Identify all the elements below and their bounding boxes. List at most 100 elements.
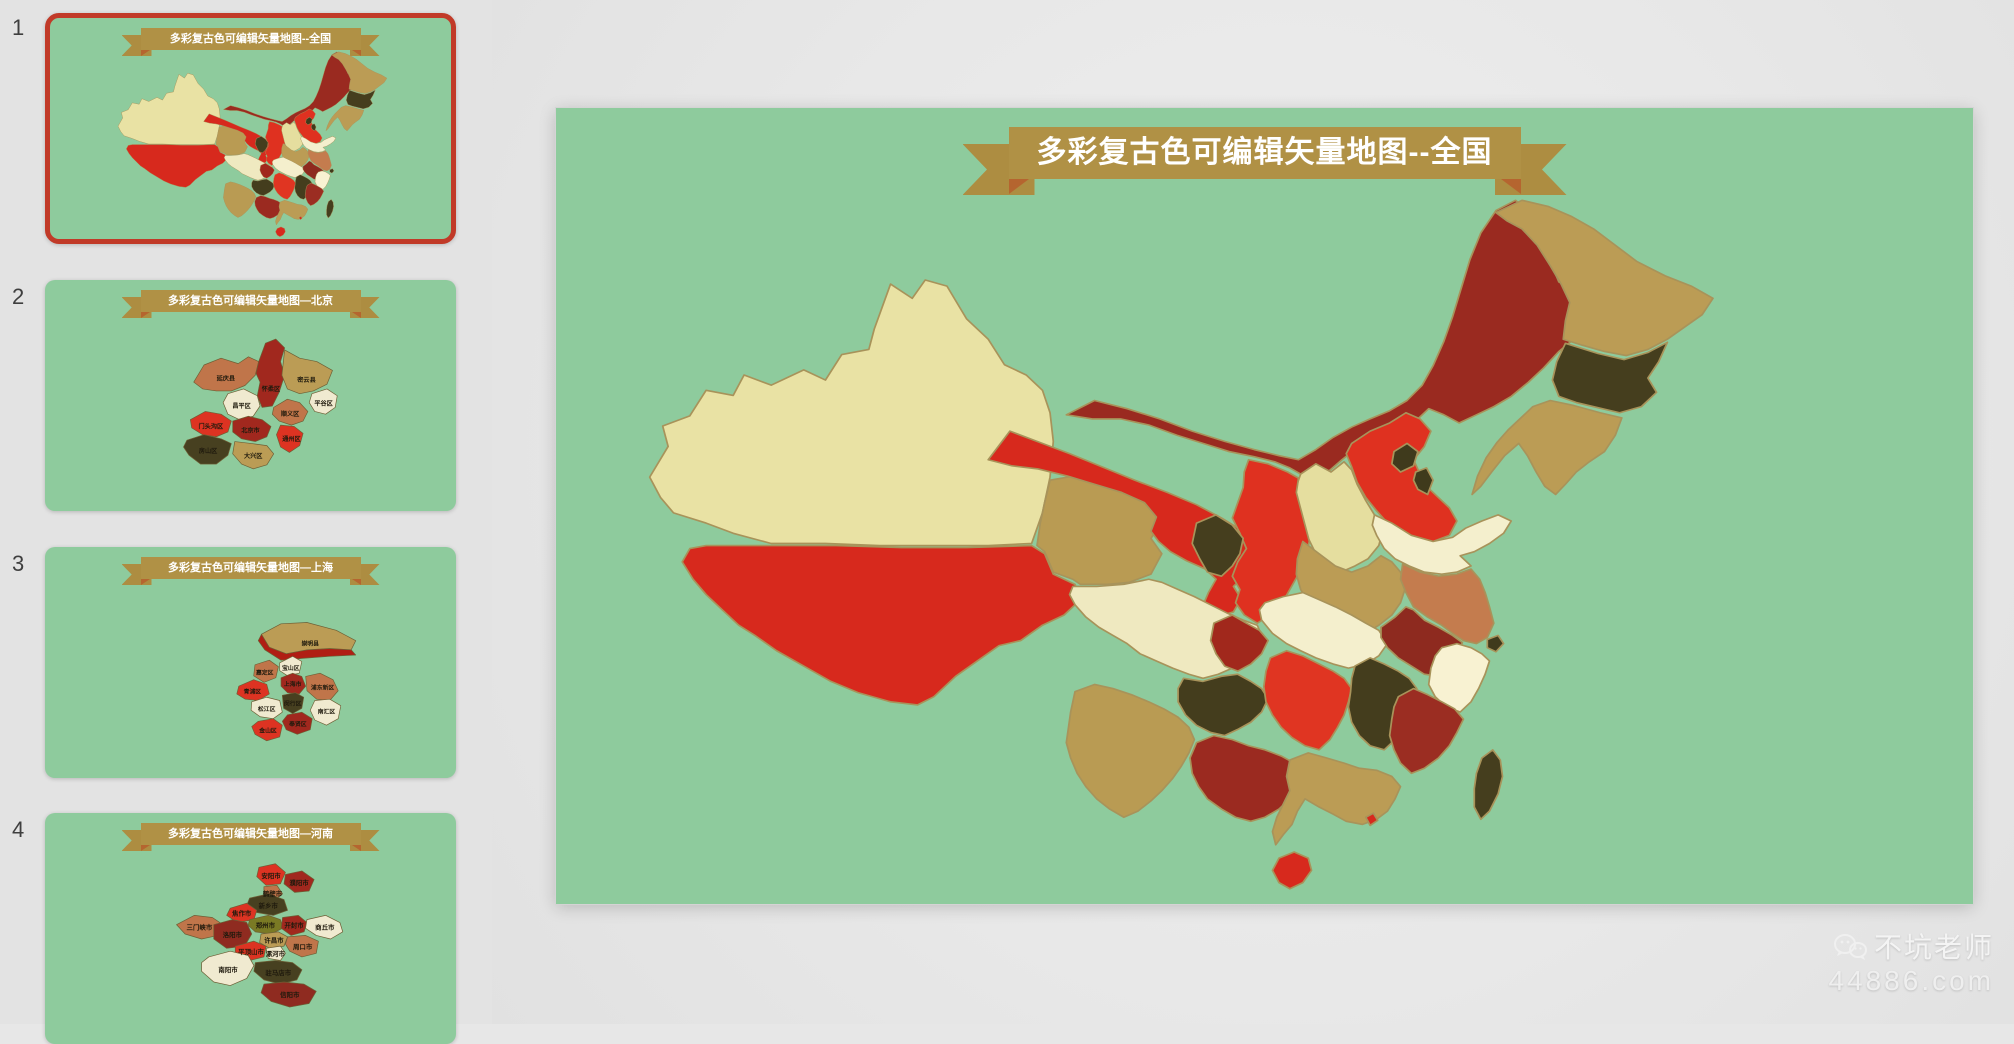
thumbnail-title-ribbon: 多彩复古色可编辑矢量地图—河南 [121,823,380,851]
district-label: 金山区 [258,726,277,734]
district-label: 松江区 [258,705,276,713]
city-label: 漯河市 [266,949,286,958]
city-xuchang [259,931,288,949]
district-beijing-city [232,415,272,442]
district-label: 南汇区 [318,708,336,716]
district-shunyi [271,398,309,426]
slide-number-1: 1 [12,15,25,40]
district-label: 门头沟区 [199,423,224,431]
district-label: 宝山区 [282,664,300,672]
china-map-thumbnail [117,51,388,237]
thumbnail-title-ribbon: 多彩复古色可编辑矢量地图--全国 [121,28,380,56]
city-label: 濮阳市 [289,878,309,887]
district-chongming [261,622,357,655]
ribbon-fold-left [140,579,150,585]
city-label: 三门峡市 [187,923,213,932]
district-fangshan [183,434,232,465]
district-label: 通州区 [282,435,300,443]
district-label: 延庆县 [216,375,235,383]
city-anyang [256,863,286,886]
city-kaifeng [280,914,308,936]
district-fengxian [281,711,313,735]
city-label: 许昌市 [264,936,284,945]
district-mentougou [189,411,232,438]
district-label: 崇明县 [301,639,319,647]
ribbon-fold-right [351,579,361,585]
slide-title-ribbon[interactable]: 多彩复古色可编辑矢量地图--全国 [962,127,1567,195]
city-zhumadian [253,960,303,985]
slide-thumbnail-2[interactable]: 多彩复古色可编辑矢量地图—北京 延庆县 怀柔区 密云县 昌平区 平谷区 顺义区 … [45,280,456,511]
district-daxing [232,441,275,470]
city-label: 郑州市 [256,921,276,930]
thumbnail-title: 多彩复古色可编辑矢量地图--全国 [140,28,361,50]
slide-thumbnail-3[interactable]: 多彩复古色可编辑矢量地图—上海 崇明县 宝山区 嘉定区 上海市 浦东新区 青浦区… [45,547,456,778]
district-minhang [281,692,305,714]
district-shanghai-city [280,672,307,695]
wechat-icon [1833,933,1867,960]
district-label: 房山区 [199,447,217,455]
district-nanhui [309,698,342,726]
district-label: 浦东新区 [311,683,335,691]
thumbnail-title-ribbon: 多彩复古色可编辑矢量地图—上海 [121,557,380,585]
ribbon-fold-left [1008,179,1029,194]
ribbon-fold-right [351,312,361,318]
district-label: 平谷区 [314,399,332,407]
city-label: 周口市 [293,942,313,951]
city-label: 信阳市 [280,990,300,999]
slide-number-3: 3 [12,551,25,576]
district-label: 闵行区 [284,700,302,708]
thumbnail-title: 多彩复古色可编辑矢量地图—上海 [140,557,361,579]
district-yanqing [193,356,260,392]
slide-thumbnail-4[interactable]: 多彩复古色可编辑矢量地图—河南 安阳市 濮阳市 鹤壁市 新乡市 焦作市 [45,813,456,1044]
district-baoshan [279,655,303,677]
city-label: 商丘市 [315,923,335,932]
city-luohe [265,945,286,961]
city-puyang [283,870,315,893]
city-label: 焦作市 [231,908,252,917]
district-changping [222,388,261,421]
city-zhengzhou [247,914,283,935]
city-shangqiu [305,914,344,940]
district-miyun [281,349,333,395]
district-qingpu [236,679,270,701]
district-tongzhou [276,424,304,453]
slide-thumbnail-1[interactable]: 多彩复古色可编辑矢量地图--全国 [45,13,456,244]
district-songjiang [250,696,283,720]
district-jiading [253,659,279,683]
thumbnail-title: 多彩复古色可编辑矢量地图—河南 [140,823,361,845]
district-pinggu [308,388,338,415]
city-label: 南阳市 [218,965,238,974]
watermark: 不坑老师 44886.com [1828,931,1994,998]
beijing-map-thumbnail: 延庆县 怀柔区 密云县 昌平区 平谷区 顺义区 门头沟区 北京市 通州区 房山区… [183,338,338,470]
city-label: 平顶山市 [238,947,264,956]
district-jinshan [251,718,283,742]
city-nanyang [201,950,255,986]
city-label: 驻马店市 [265,968,291,977]
district-pudong [305,672,339,701]
district-label: 北京市 [241,427,259,435]
district-label: 怀柔区 [262,385,280,393]
city-zhoukou [285,935,319,958]
district-label: 大兴区 [243,452,262,460]
ribbon-fold-right [351,50,361,56]
watermark-name: 不坑老师 [1873,931,1994,963]
district-label: 嘉定区 [255,669,274,677]
district-label: 昌平区 [232,402,250,410]
ribbon-fold-left [140,845,150,851]
slide-panel: 1 2 3 4 多彩复古色可编辑矢量地图--全国 多彩复古色可编辑矢量地图—北京 [0,0,492,1044]
current-slide[interactable]: 多彩复古色可编辑矢量地图--全国 [556,108,1973,904]
watermark-site: 44886.com [1828,965,1994,997]
city-xinyang [260,981,317,1008]
district-huairou [255,338,285,408]
city-label: 安阳市 [261,871,281,880]
ribbon-fold-right [1500,179,1521,194]
district-label: 顺义区 [281,410,299,418]
city-label: 洛阳市 [223,930,243,939]
slide-number-2: 2 [12,284,25,309]
district-label: 上海市 [284,680,302,688]
district-label: 奉贤区 [288,720,307,728]
ribbon-fold-left [140,312,150,318]
china-map[interactable] [641,186,1726,901]
city-luoyang [213,919,253,949]
city-label: 鹤壁市 [263,889,283,898]
